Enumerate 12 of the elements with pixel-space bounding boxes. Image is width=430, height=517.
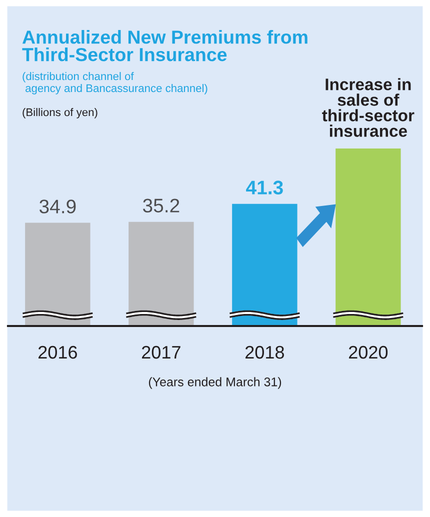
x-tick-label: 2018 — [246, 346, 284, 359]
x-tick-label: 2017 — [142, 346, 180, 359]
x-tick-label: 2020 — [349, 346, 388, 359]
data-label: 35.2 — [143, 198, 180, 212]
chart-subtitle: (distribution channel of agency and Bancassurance channel) — [22, 72, 208, 94]
x-axis-title: (Years ended March 31) — [148, 377, 282, 389]
x-tick-label: 2016 — [38, 346, 77, 359]
data-label: 41.3 — [246, 180, 283, 194]
data-label: 34.9 — [40, 200, 76, 214]
chart-title: Annualized New Premiums from Third-Sector Insurance — [22, 30, 308, 62]
annotation: Increase in sales of third-sector insurance — [322, 78, 414, 137]
y-axis-title: (Billions of yen) — [22, 108, 98, 118]
